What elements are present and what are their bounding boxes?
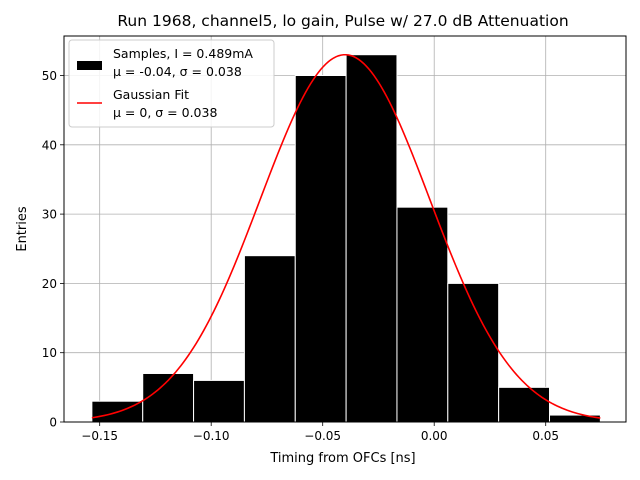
- histogram-bar: [243, 255, 296, 423]
- x-axis-ticks: −0.15 −0.10 −0.05 0.00 0.05: [81, 422, 559, 443]
- legend-fit-stats: μ = 0, σ = 0.038: [113, 105, 217, 120]
- x-tick-label: −0.05: [304, 429, 341, 443]
- plot-frame: [63, 35, 627, 423]
- legend: Samples, I = 0.489mA μ = -0.04, σ = 0.03…: [68, 39, 275, 128]
- legend-swatch-samples: [77, 61, 102, 70]
- y-tick-label: 50: [42, 69, 57, 83]
- y-tick-label: 0: [49, 416, 57, 430]
- gaussian-fit-curve: [91, 53, 601, 419]
- x-tick-label: 0.00: [421, 429, 448, 443]
- histogram-bar: [294, 75, 347, 423]
- histogram-bar: [193, 379, 245, 423]
- histogram-bar: [396, 206, 449, 423]
- histogram-bar: [498, 386, 551, 423]
- y-tick-label: 10: [42, 346, 57, 360]
- x-tick-label: 0.05: [532, 429, 559, 443]
- x-tick-label: −0.10: [193, 429, 230, 443]
- legend-box: [68, 39, 275, 128]
- y-tick-label: 30: [42, 208, 57, 222]
- x-tick-label: −0.15: [81, 429, 118, 443]
- y-axis-ticks: 0 10 20 30 40 50: [42, 69, 64, 430]
- y-axis-label: Entries: [15, 206, 30, 252]
- x-axis-label: Timing from OFCs [ns]: [269, 451, 415, 466]
- y-tick-label: 20: [42, 277, 57, 291]
- histogram-bar: [345, 54, 398, 423]
- legend-samples-stats: μ = -0.04, σ = 0.038: [113, 64, 242, 79]
- legend-fit-label: Gaussian Fit: [113, 87, 189, 102]
- legend-samples-label: Samples, I = 0.489mA: [113, 46, 253, 61]
- y-tick-label: 40: [42, 138, 57, 152]
- chart-title: Run 1968, channel5, lo gain, Pulse w/ 27…: [117, 12, 568, 30]
